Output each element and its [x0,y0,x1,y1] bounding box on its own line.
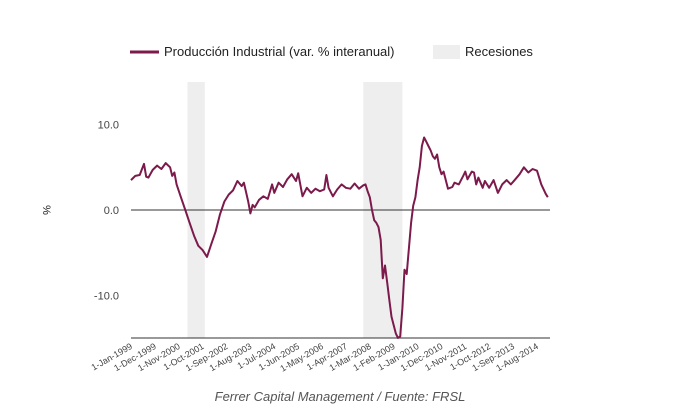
legend: Producción Industrial (var. % interanual… [130,44,533,59]
y-tick-label: 0.0 [104,205,119,217]
y-axis: 10.0 0.0 -10.0 [94,120,119,303]
y-tick-label: 10.0 [98,120,119,132]
y-tick-label: -10.0 [94,290,119,302]
legend-area-swatch [433,45,460,59]
legend-label-recessions: Recesiones [465,44,533,59]
x-axis: 1-Jan-19991-Dec-19991-Nov-20001-Oct-2001… [90,341,540,374]
series-line [130,136,549,339]
caption: Ferrer Capital Management / Fuente: FRSL [214,389,466,404]
legend-label-series: Producción Industrial (var. % interanual… [164,44,395,59]
y-axis-label: % [40,205,52,215]
